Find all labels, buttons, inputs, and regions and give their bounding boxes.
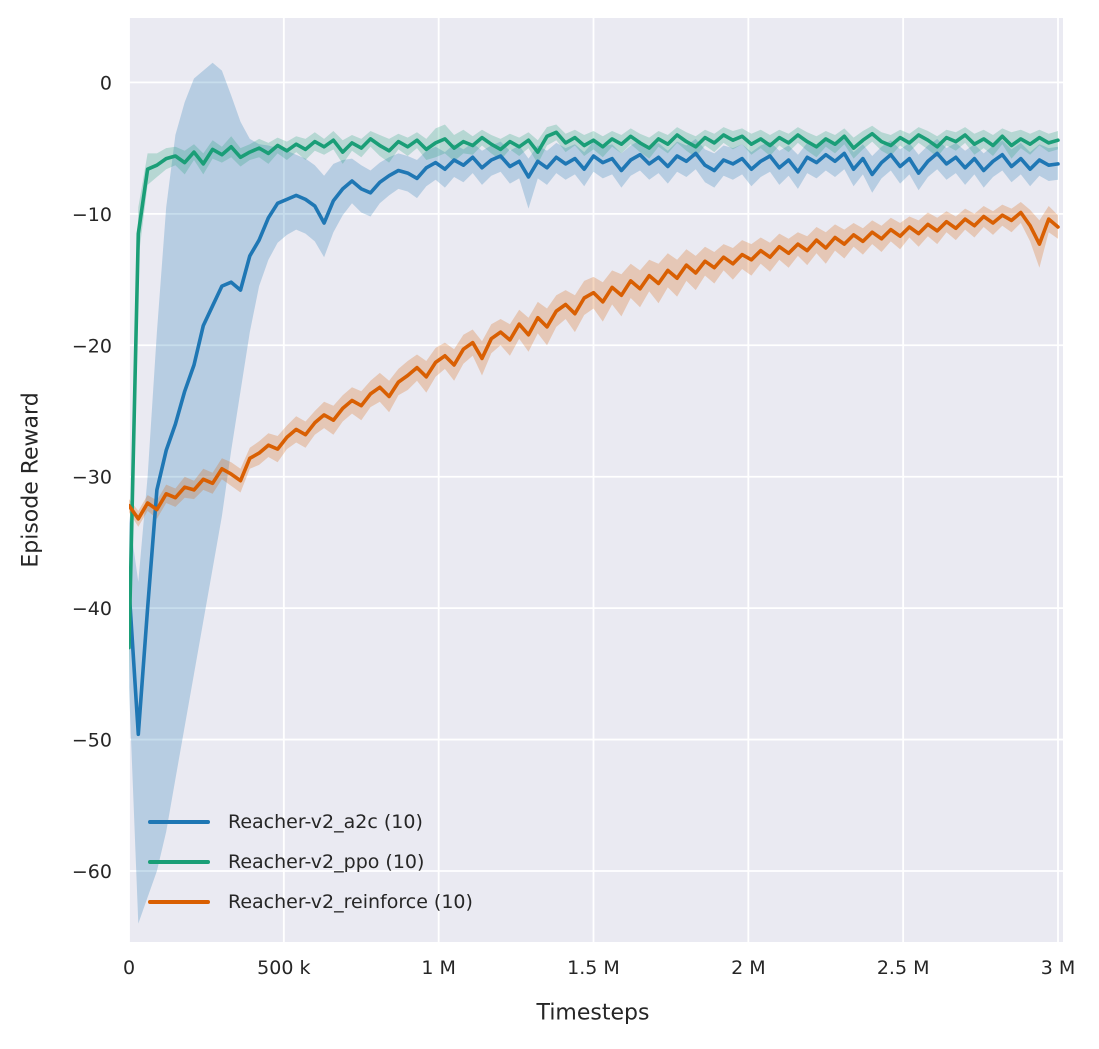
- y-tick-label: −50: [72, 730, 112, 752]
- y-tick-label: −60: [72, 861, 112, 883]
- x-axis-label: Timesteps: [536, 1000, 650, 1026]
- x-tick-label: 500 k: [257, 957, 310, 979]
- legend-item: Reacher-v2_reinforce (10): [148, 882, 473, 922]
- x-tick-label: 3 M: [1041, 957, 1076, 979]
- x-tick-label: 0: [123, 957, 135, 979]
- legend-label: Reacher-v2_ppo (10): [228, 851, 425, 873]
- series-line: [129, 151, 1060, 737]
- y-tick-label: −40: [72, 598, 112, 620]
- y-tick-label: −20: [72, 335, 112, 357]
- confidence-band: [129, 62, 1058, 924]
- legend-item: Reacher-v2_a2c (10): [148, 802, 473, 842]
- legend: Reacher-v2_a2c (10) Reacher-v2_ppo (10) Re…: [148, 802, 473, 922]
- legend-line-swatch: [148, 819, 210, 825]
- y-tick-label: −30: [72, 467, 112, 489]
- x-tick-label: 2 M: [731, 957, 766, 979]
- legend-line-swatch: [148, 899, 210, 905]
- legend-item: Reacher-v2_ppo (10): [148, 842, 473, 882]
- legend-line-swatch: [148, 859, 210, 865]
- y-tick-label: 0: [100, 72, 112, 94]
- x-tick-label: 1.5 M: [567, 957, 620, 979]
- legend-label: Reacher-v2_a2c (10): [228, 811, 423, 833]
- series-line: [129, 130, 1060, 650]
- series-line: [129, 210, 1060, 521]
- x-tick-label: 1 M: [421, 957, 456, 979]
- y-tick-label: −10: [72, 204, 112, 226]
- y-axis-label: Episode Reward: [18, 392, 44, 568]
- legend-label: Reacher-v2_reinforce (10): [228, 891, 473, 913]
- x-tick-label: 2.5 M: [877, 957, 930, 979]
